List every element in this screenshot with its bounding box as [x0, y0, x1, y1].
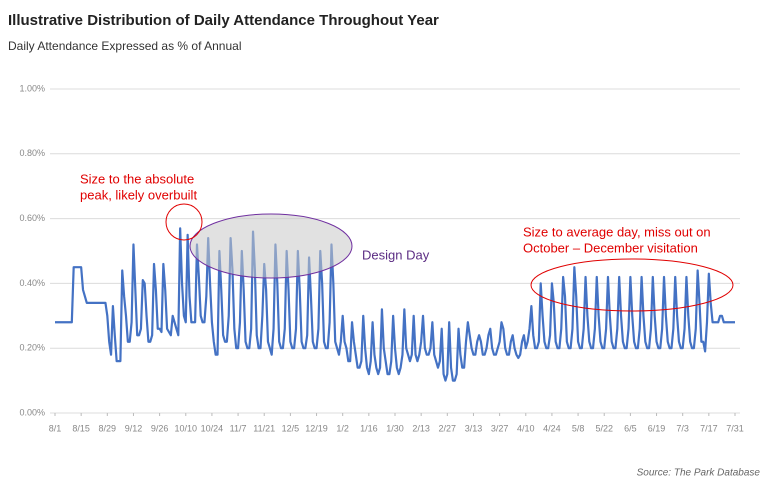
x-tick-label: 7/3	[676, 423, 689, 433]
x-tick-label: 4/10	[517, 423, 535, 433]
annotation: October – December visitation	[523, 240, 698, 255]
x-tick-label: 5/22	[595, 423, 613, 433]
x-tick-label: 6/5	[624, 423, 637, 433]
y-tick-label: 0.80%	[19, 148, 45, 158]
source: Source: The Park Database	[637, 468, 761, 479]
x-tick-label: 7/17	[700, 423, 718, 433]
y-tick-label: 0.40%	[19, 278, 45, 288]
annotation: Size to the absolute	[80, 171, 194, 186]
x-tick-label: 12/19	[305, 423, 328, 433]
chart-subtitle: Daily Attendance Expressed as % of Annua…	[8, 39, 241, 53]
x-tick-label: 2/13	[412, 423, 430, 433]
x-tick-label: 8/1	[49, 423, 62, 433]
x-tick-label: 10/24	[201, 423, 224, 433]
x-tick-label: 1/2	[336, 423, 349, 433]
attendance-line	[55, 227, 735, 382]
chart-title: Illustrative Distribution of Daily Atten…	[8, 12, 439, 29]
x-tick-label: 9/26	[151, 423, 169, 433]
x-tick-label: 11/21	[253, 423, 275, 433]
x-tick-label: 3/27	[491, 423, 509, 433]
y-tick-label: 0.20%	[19, 343, 45, 353]
y-tick-label: 0.00%	[19, 407, 45, 417]
x-tick-label: 4/24	[543, 423, 561, 433]
x-tick-label: 2/27	[439, 423, 457, 433]
x-tick-label: 6/19	[648, 423, 666, 433]
x-tick-label: 8/29	[99, 423, 117, 433]
y-tick-label: 1.00%	[19, 83, 45, 93]
x-tick-label: 10/10	[175, 423, 198, 433]
x-tick-label: 3/13	[465, 423, 483, 433]
y-tick-label: 0.60%	[19, 213, 45, 223]
annotation: Design Day	[362, 247, 430, 262]
x-tick-label: 5/8	[572, 423, 585, 433]
x-tick-label: 9/12	[125, 423, 143, 433]
x-tick-label: 8/15	[72, 423, 90, 433]
x-tick-label: 12/5	[282, 423, 300, 433]
average-ellipse	[530, 258, 734, 312]
annotation: peak, likely overbuilt	[80, 187, 197, 202]
x-tick-label: 1/16	[360, 423, 378, 433]
design-day-ellipse	[189, 213, 353, 279]
x-tick-label: 7/31	[726, 423, 744, 433]
x-tick-label: 11/7	[230, 423, 247, 433]
x-tick-label: 1/30	[386, 423, 404, 433]
annotation: Size to average day, miss out on	[523, 224, 711, 239]
peak-circle	[165, 203, 203, 241]
